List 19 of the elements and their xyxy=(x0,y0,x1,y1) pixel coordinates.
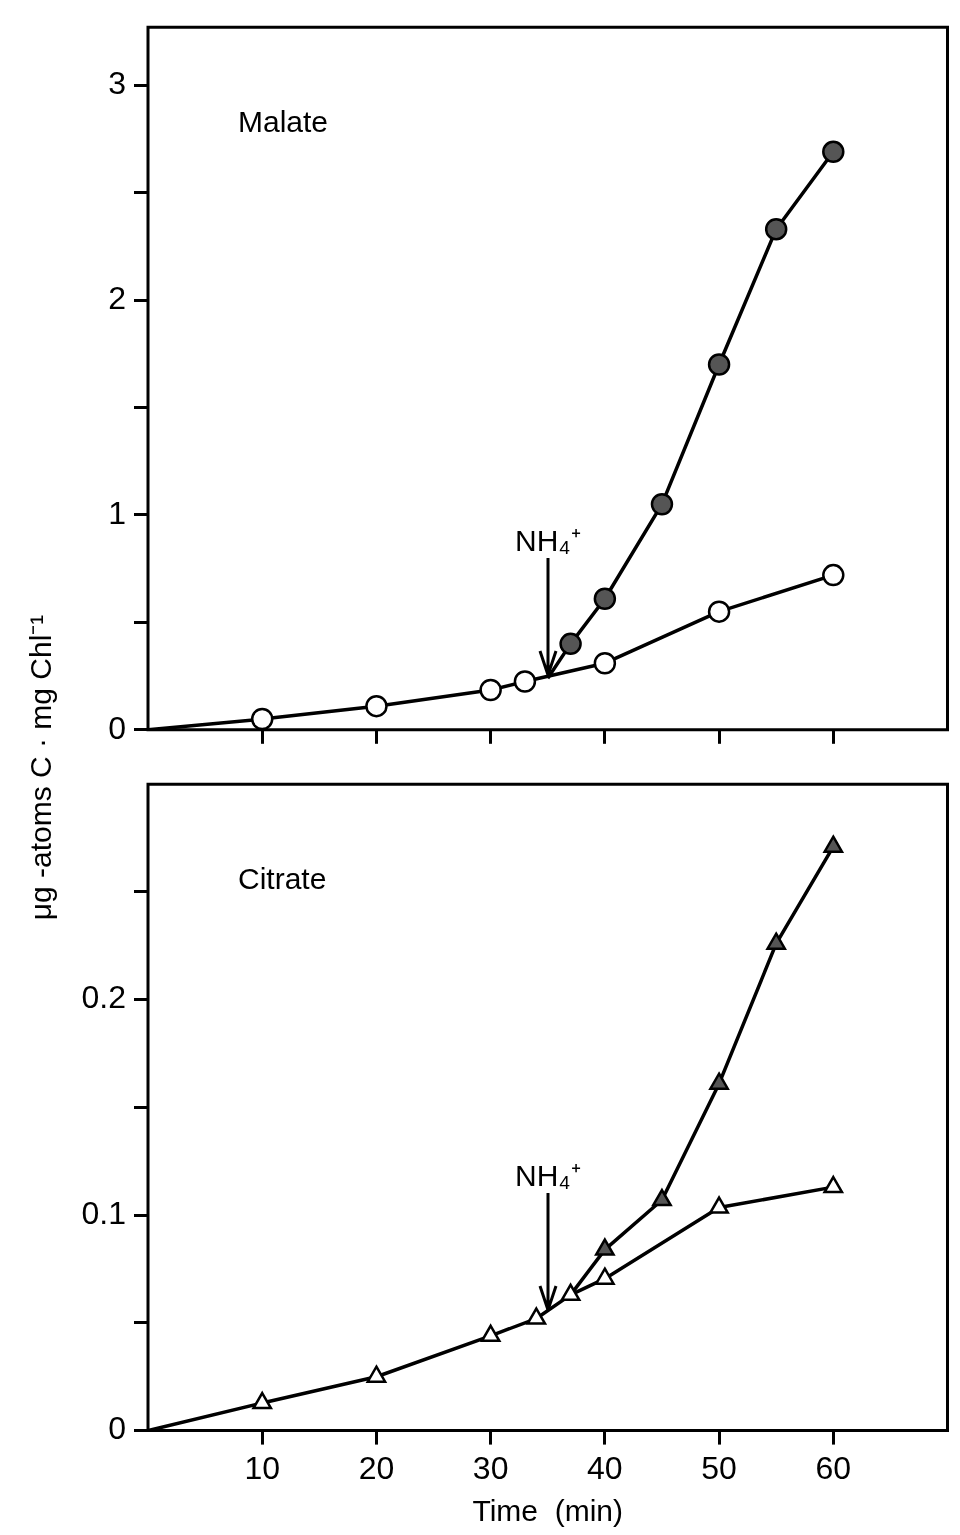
annotation: Malate xyxy=(238,105,329,139)
x-tick-label: 50 xyxy=(701,1449,737,1486)
x-axis-title: Time (min) xyxy=(472,1494,624,1528)
y-tick-label: 3 xyxy=(108,65,126,102)
y-tick-label: 0.1 xyxy=(81,1194,126,1231)
x-tick-label: 30 xyxy=(472,1449,509,1486)
x-tick-label: 20 xyxy=(358,1449,395,1486)
x-tick-label: 60 xyxy=(815,1449,852,1486)
y-tick-label: 0 xyxy=(108,709,126,746)
y-tick-label: 0.2 xyxy=(81,979,126,1016)
y-axis-title: μg -atoms C · mg Chl⁻¹ xyxy=(23,614,59,921)
x-tick-label: 10 xyxy=(244,1449,281,1486)
annotation: NH₄⁺ xyxy=(514,524,581,558)
x-tick-label: 40 xyxy=(587,1449,623,1486)
y-tick-label: 1 xyxy=(108,494,126,531)
y-tick-label: 0 xyxy=(108,1410,126,1447)
y-tick-label: 2 xyxy=(108,279,126,316)
annotation: NH₄⁺ xyxy=(514,1158,581,1192)
annotation: Citrate xyxy=(238,862,327,896)
